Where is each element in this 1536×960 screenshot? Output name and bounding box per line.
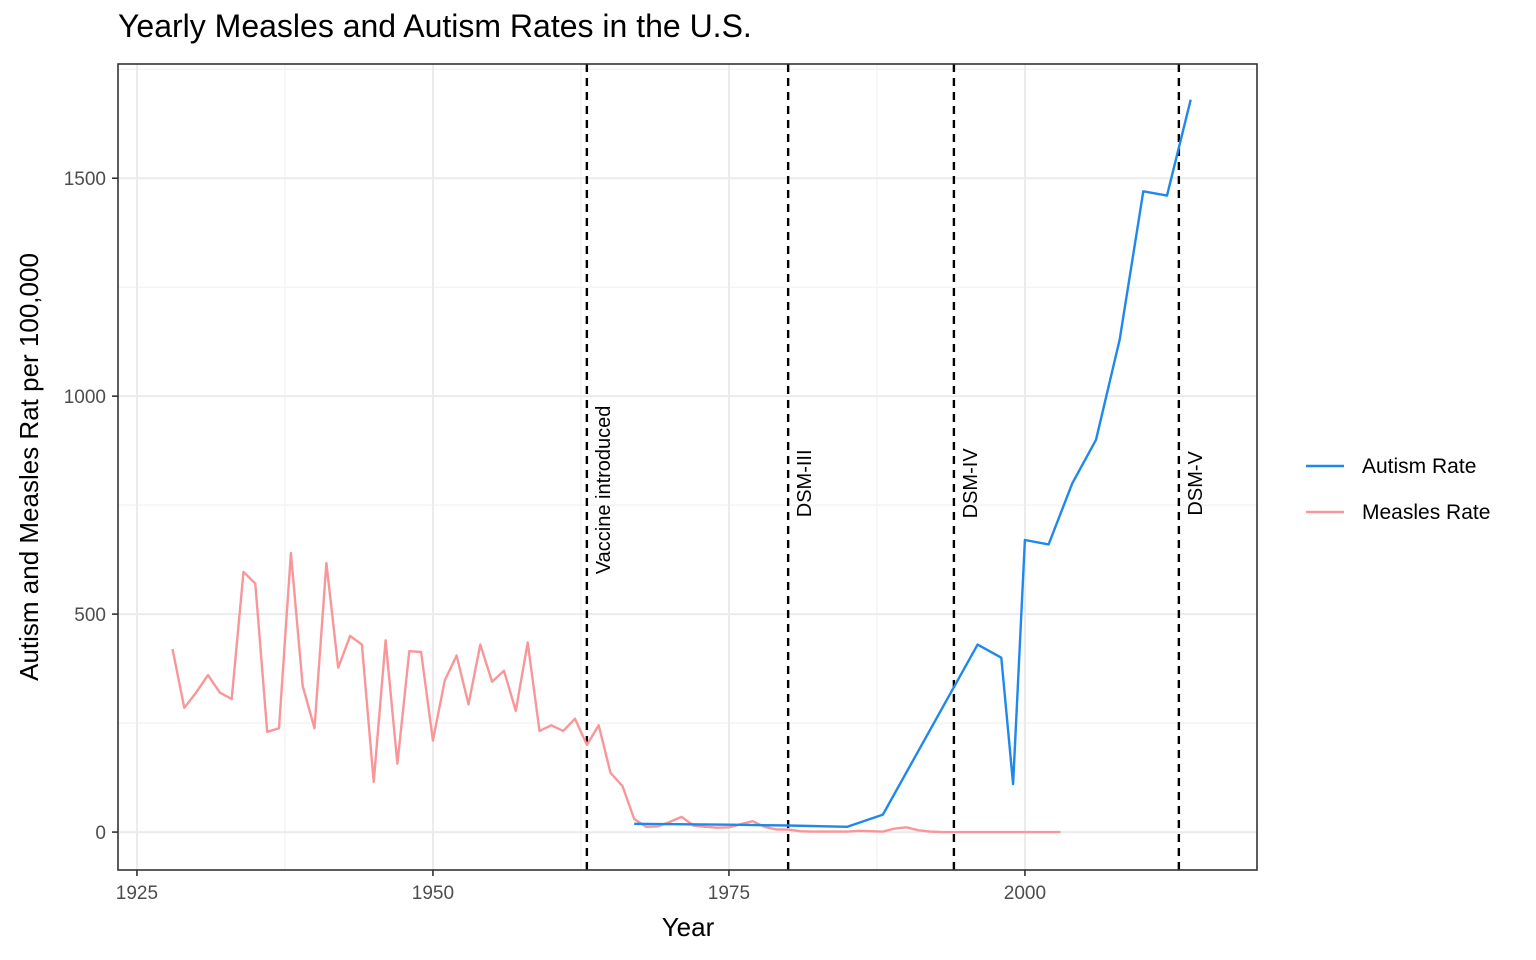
x-tick-label: 1975	[708, 883, 750, 904]
axis-ticks	[112, 177, 1026, 876]
grid-major	[118, 64, 1257, 870]
legend-label: Autism Rate	[1362, 455, 1476, 478]
series-line-autism-rate	[634, 99, 1192, 828]
y-axis-title: Autism and Measles Rat per 100,000	[14, 253, 44, 681]
x-axis-title: Year	[662, 912, 715, 942]
legend: Autism Rate Measles Rate	[1306, 455, 1490, 524]
series-line-measles-rate	[171, 551, 1061, 834]
x-tick-label: 1925	[116, 883, 158, 904]
grid-minor	[118, 64, 1257, 870]
chart-title: Yearly Measles and Autism Rates in the U…	[118, 8, 752, 44]
y-tick-label: 0	[95, 823, 106, 844]
tick-labels: 1925 1950 1975 2000 0 500 1000 1500	[64, 169, 1046, 904]
annotation-label: Vaccine introduced	[593, 406, 615, 575]
legend-label: Measles Rate	[1362, 501, 1490, 524]
panel-border	[117, 63, 1258, 871]
x-tick-label: 2000	[1004, 883, 1046, 904]
x-tick-label: 1950	[412, 883, 454, 904]
annotation-label: DSM-IV	[960, 448, 982, 519]
annotation-lines: Vaccine introduced DSM-III DSM-IV DSM-V	[585, 64, 1207, 870]
y-tick-label: 500	[74, 605, 106, 626]
annotation-label: DSM-V	[1185, 450, 1207, 515]
series-lines	[171, 99, 1192, 834]
y-tick-label: 1000	[64, 387, 106, 408]
y-tick-label: 1500	[64, 169, 106, 190]
annotation-label: DSM-III	[794, 449, 816, 517]
